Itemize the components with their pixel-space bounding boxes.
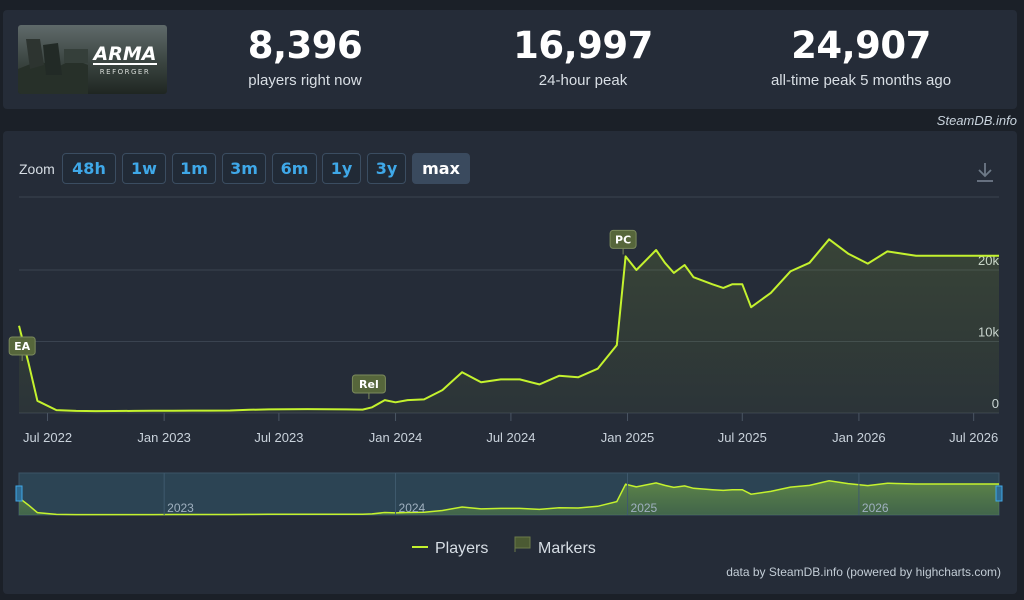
- zoom-3y-button[interactable]: 3y: [367, 153, 406, 184]
- x-tick-label: Jan 2023: [137, 430, 191, 445]
- navigator-year-label: 2024: [399, 501, 426, 515]
- navigator-area: [19, 480, 999, 515]
- stat-current-players: 8,396 players right now: [175, 24, 435, 89]
- steamdb-credit[interactable]: SteamDB.info: [936, 113, 1017, 128]
- x-tick-label: Jan 2026: [832, 430, 886, 445]
- zoom-3m-button[interactable]: 3m: [222, 153, 266, 184]
- navigator-year-label: 2026: [862, 501, 889, 515]
- marker-label: EA: [14, 340, 31, 353]
- series-line-players: [18, 238, 999, 413]
- legend-players-label: Players: [435, 540, 488, 557]
- x-tick-label: Jan 2024: [369, 430, 423, 445]
- legend-markers-swatch: [514, 536, 531, 549]
- logo-subtext: REFORGER: [100, 68, 150, 76]
- game-logo[interactable]: ARMA REFORGER: [18, 25, 167, 94]
- zoom-6m-button[interactable]: 6m: [272, 153, 317, 184]
- zoom-1y-button[interactable]: 1y: [322, 153, 361, 184]
- navigator-handle-left: [15, 485, 23, 502]
- x-tick-label: Jul 2024: [486, 430, 535, 445]
- stat-24h-peak: 16,997 24-hour peak: [453, 24, 713, 89]
- zoom-1m-button[interactable]: 1m: [172, 153, 216, 184]
- stat-label: players right now: [248, 72, 362, 89]
- zoom-48h-button[interactable]: 48h: [62, 153, 116, 184]
- download-icon[interactable]: [974, 160, 996, 184]
- zoom-1w-button[interactable]: 1w: [122, 153, 166, 184]
- stat-all-time-peak: 24,907 all-time peak 5 months ago: [731, 24, 991, 89]
- x-tick-label: Jul 2023: [254, 430, 303, 445]
- stat-label: all-time peak 5 months ago: [770, 72, 952, 89]
- navigator-year-label: 2025: [631, 501, 658, 515]
- marker-label: Rel: [359, 378, 379, 391]
- footer-credit[interactable]: data by SteamDB.info (powered by highcha…: [726, 565, 1001, 579]
- stat-value: 24,907: [791, 24, 931, 67]
- x-tick-label: Jul 2022: [23, 430, 72, 445]
- x-tick-label: Jan 2025: [601, 430, 655, 445]
- navigator-year-label: 2023: [167, 501, 194, 515]
- navigator-line: [18, 480, 999, 516]
- series-area: [19, 239, 999, 413]
- stat-label: 24-hour peak: [538, 72, 628, 89]
- legend-markers-label: Markers: [538, 540, 596, 557]
- stat-value: 16,997: [513, 24, 653, 67]
- stats-card: ARMA REFORGER 8,396 players right now 16…: [3, 10, 1017, 109]
- navigator-handle-right: [995, 485, 1003, 502]
- x-tick-label: Jul 2026: [949, 430, 998, 445]
- stat-value: 8,396: [247, 24, 363, 67]
- logo-text: ARMA: [92, 43, 157, 65]
- zoom-label: Zoom: [19, 161, 55, 177]
- marker-label: PC: [615, 233, 631, 246]
- zoom-max-button[interactable]: max: [412, 153, 470, 184]
- chart-card: Zoom 48h 1w 1m 3m 6m 1y 3y max 010k20k E…: [3, 131, 1017, 594]
- x-tick-label: Jul 2025: [718, 430, 767, 445]
